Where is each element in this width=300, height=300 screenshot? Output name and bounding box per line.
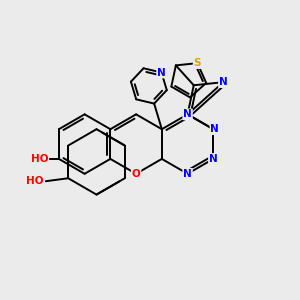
Text: HO: HO: [26, 176, 44, 186]
Text: O: O: [132, 169, 140, 179]
Text: N: N: [210, 124, 219, 134]
Text: N: N: [157, 68, 166, 77]
Text: N: N: [219, 77, 228, 87]
Text: HO: HO: [31, 154, 48, 164]
Text: N: N: [183, 169, 192, 179]
Text: N: N: [183, 109, 192, 119]
Text: S: S: [194, 58, 201, 68]
Text: N: N: [209, 154, 218, 164]
